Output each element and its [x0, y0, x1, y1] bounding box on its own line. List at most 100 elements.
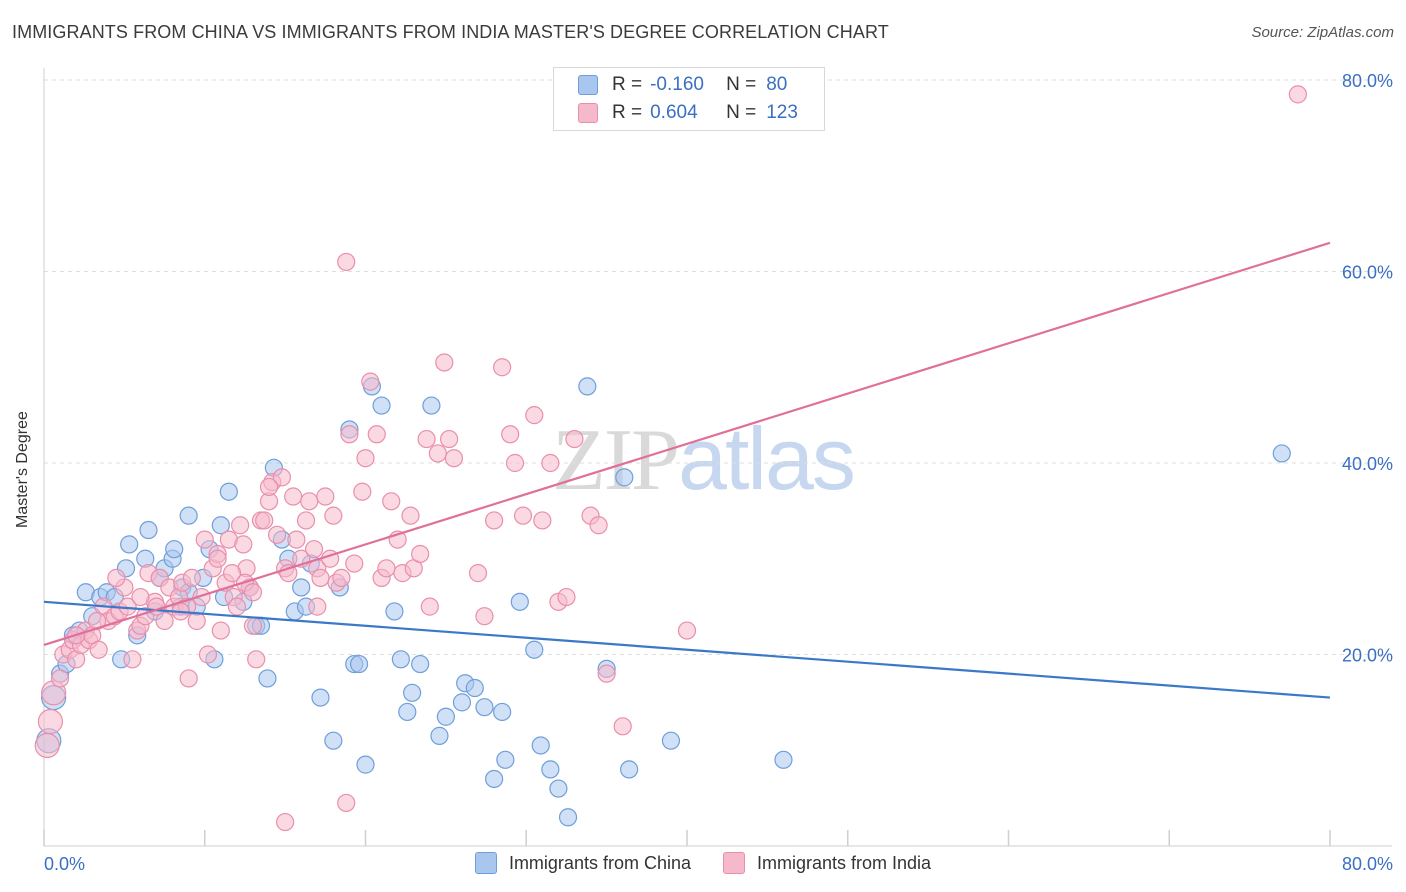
india-point	[316, 487, 335, 506]
india-point	[353, 482, 372, 501]
india-point	[198, 645, 218, 664]
india-point	[557, 587, 576, 607]
india-point	[267, 525, 287, 544]
china-point	[578, 377, 597, 396]
legend-n-label: N =	[726, 74, 757, 95]
china-point	[1272, 444, 1291, 463]
india-point	[179, 669, 198, 688]
china-point	[211, 516, 230, 535]
india-trend-line	[43, 241, 1331, 646]
china-point	[165, 540, 184, 559]
india-point	[243, 583, 263, 602]
india-point	[475, 607, 494, 626]
india-point	[417, 429, 436, 449]
series-swatch-china	[474, 852, 497, 874]
india-point	[89, 640, 108, 659]
india-point	[311, 568, 330, 588]
china-point	[525, 640, 544, 659]
legend-r-label: R =	[612, 74, 643, 95]
china-point	[385, 602, 404, 621]
y-tick-label: 20.0%	[1342, 646, 1393, 666]
india-point	[367, 425, 386, 444]
india-point	[37, 708, 64, 735]
india-point	[428, 444, 447, 463]
india-point	[345, 554, 364, 573]
india-point	[525, 406, 544, 425]
china-point	[510, 592, 529, 611]
india-point	[361, 372, 380, 391]
india-point	[435, 353, 454, 372]
india-point	[493, 358, 512, 377]
y-axis-label: Master's Degree	[14, 411, 31, 528]
china-trend-line	[43, 600, 1331, 699]
india-point	[597, 664, 616, 683]
india-point	[533, 511, 552, 530]
china-point	[493, 702, 512, 722]
china-point	[436, 707, 455, 726]
india-point	[337, 793, 356, 813]
india-point	[382, 492, 401, 511]
watermark-atlas: atlas	[678, 409, 856, 508]
india-point	[255, 511, 274, 530]
china-point	[372, 396, 391, 415]
india-point	[356, 449, 375, 468]
china-point	[615, 468, 634, 487]
india-point	[308, 597, 327, 616]
india-point	[332, 568, 351, 588]
india-point	[444, 449, 464, 468]
china-point	[452, 693, 472, 712]
india-point	[565, 429, 584, 449]
china-point	[422, 396, 441, 415]
watermark: ZIPatlas	[552, 408, 856, 511]
series-name-india: Immigrants from India	[757, 852, 932, 873]
legend-r-value: 0.604	[650, 102, 698, 123]
china-point	[311, 688, 330, 707]
series-swatch-india	[723, 852, 745, 874]
china-point	[391, 650, 410, 669]
china-point	[661, 731, 681, 750]
y-tick-label: 60.0%	[1342, 263, 1393, 283]
china-point	[292, 578, 311, 597]
india-point	[501, 425, 520, 444]
china-point	[411, 654, 430, 674]
india-point	[131, 587, 150, 607]
legend-row-india: R = 0.604 N = 123	[578, 100, 798, 126]
china-point	[475, 698, 494, 717]
chart-title: IMMIGRANTS FROM CHINA VS IMMIGRANTS FROM…	[12, 22, 889, 42]
china-point	[258, 669, 277, 688]
india-point	[34, 732, 60, 759]
india-point	[439, 429, 459, 449]
india-point	[485, 511, 504, 530]
series-legend-china: Immigrants from China	[474, 852, 691, 874]
india-point	[259, 477, 279, 497]
india-point	[211, 621, 230, 640]
china-point	[398, 702, 417, 722]
india-point	[234, 535, 253, 554]
india-point	[589, 516, 608, 535]
x-tick-label: 80.0%	[1342, 854, 1393, 874]
series-legend: Immigrants from China Immigrants from In…	[0, 852, 1406, 874]
y-tick-label: 80.0%	[1342, 71, 1393, 91]
correlation-legend: R = -0.160 N = 80 R = 0.604 N = 123	[553, 67, 825, 131]
legend-n-label: N =	[726, 102, 757, 123]
india-point	[324, 506, 343, 525]
india-point	[272, 468, 292, 487]
india-point	[123, 650, 142, 669]
india-point	[420, 597, 439, 616]
china-point	[356, 755, 375, 774]
series-legend-india: Immigrants from India	[723, 852, 931, 874]
china-point	[430, 726, 449, 745]
india-point	[401, 506, 420, 525]
china-point	[531, 736, 550, 755]
india-point	[284, 487, 303, 506]
legend-n-value: 123	[766, 102, 798, 123]
india-point	[192, 587, 211, 607]
india-point	[247, 650, 266, 669]
india-point	[182, 568, 201, 588]
india-point	[50, 669, 70, 688]
india-point	[613, 717, 632, 736]
source-label: Source: ZipAtlas.com	[1251, 24, 1394, 41]
watermark-zip: ZIP	[552, 412, 680, 509]
india-point	[155, 611, 174, 631]
